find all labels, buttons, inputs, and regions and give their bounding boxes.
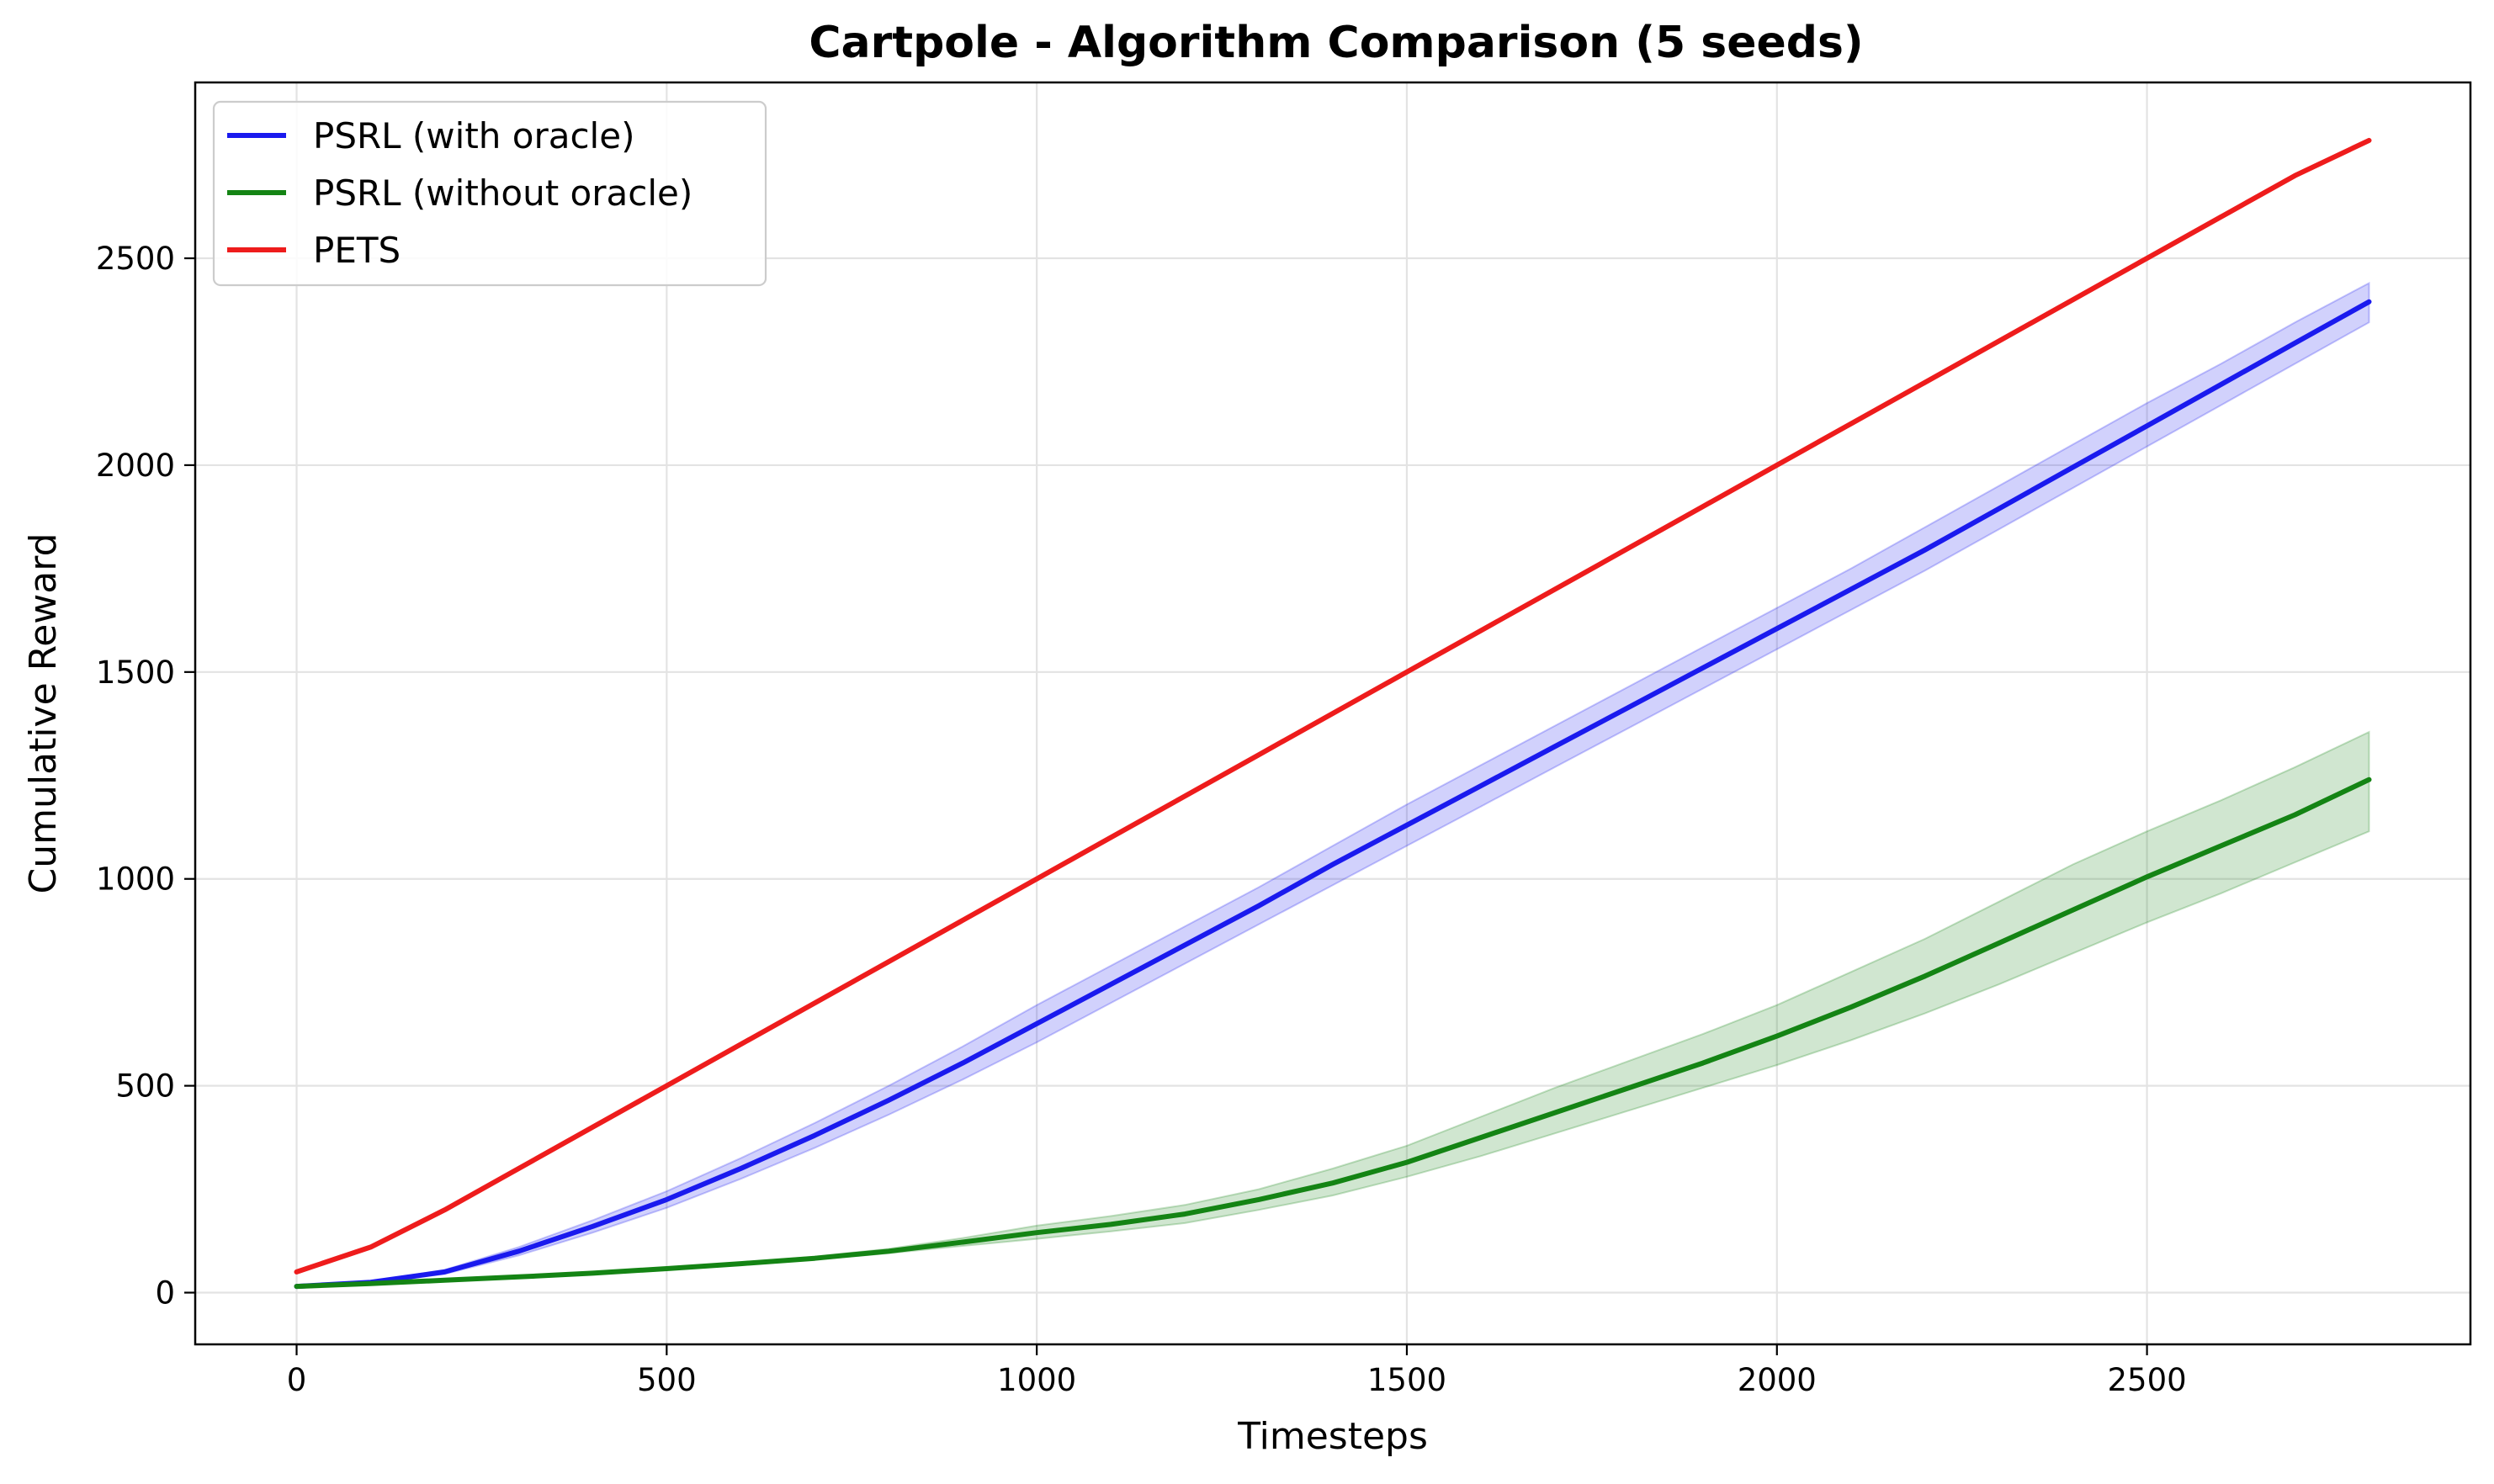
x-tick-label: 1500 [1367,1362,1446,1398]
y-tick-label: 500 [115,1068,175,1105]
grid-lines [195,82,2470,1344]
y-tick-label: 1000 [96,861,175,898]
y-axis-label: Cumulative Reward [22,533,65,894]
x-tick-label: 500 [637,1362,697,1398]
plot-frame [194,81,2472,1346]
axis-ticks: 0 500 1000 1500 2000 2500 0 500 1000 1500 2000 2500 [96,241,2187,1398]
series-line-pets [294,137,2372,1275]
x-tick-label: 2000 [1738,1362,1817,1398]
y-tick-label: 2500 [96,241,175,277]
legend-label-psrl-with-oracle: PSRL (with oracle) [313,115,634,156]
y-tick-label: 1500 [96,655,175,691]
series-line-psrl-without-oracle [294,776,2372,1290]
y-tick-label: 2000 [96,448,175,484]
x-tick-label: 2500 [2108,1362,2187,1398]
legend-label-psrl-without-oracle: PSRL (without oracle) [313,172,692,214]
legend: PSRL (with oracle) PSRL (without oracle) P… [212,100,767,287]
series-line-psrl-with-oracle [294,299,2372,1290]
legend-label-pets: PETS [313,230,401,271]
legend-box [212,100,767,287]
series-lines [294,137,2372,1290]
x-axis-label: Timesteps [1237,1415,1428,1458]
y-tick-label: 0 [155,1275,175,1312]
chart-title: Cartpole - Algorithm Comparison (5 seeds… [809,18,1863,68]
x-tick-label: 1000 [997,1362,1076,1398]
x-tick-label: 0 [287,1362,307,1398]
